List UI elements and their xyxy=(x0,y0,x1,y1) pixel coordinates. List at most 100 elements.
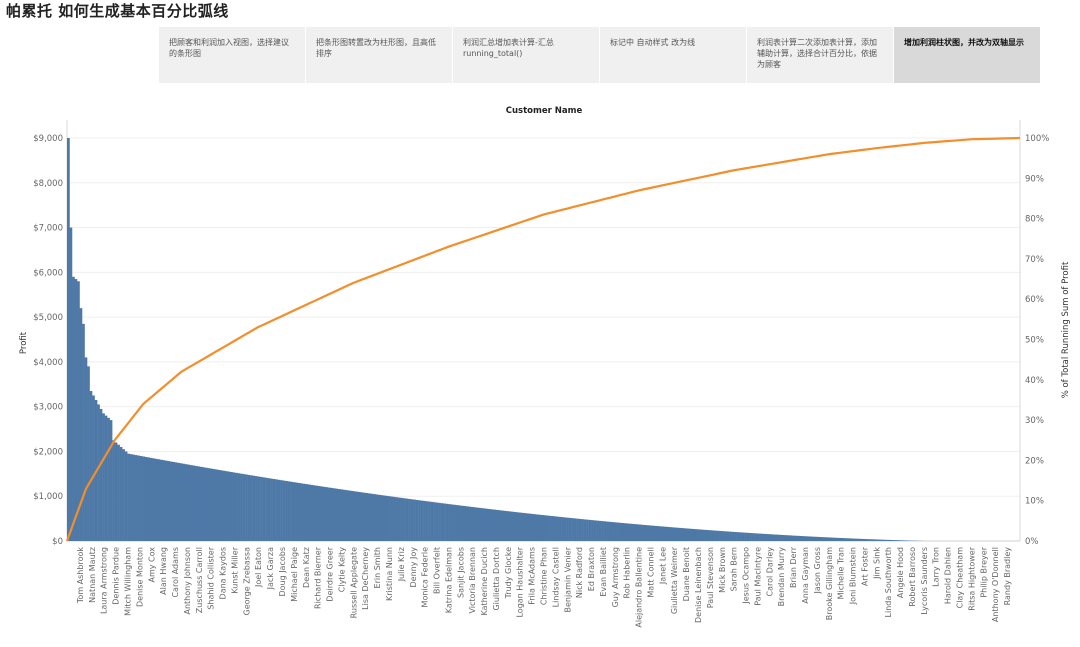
bar xyxy=(797,536,800,541)
x-category-label: Sanjit Jacobs xyxy=(456,547,465,598)
step-tab-5[interactable]: 利润表计算二次添加表计算，添加辅助计算，选择合计百分比，依据为顾客 xyxy=(747,27,893,83)
bar xyxy=(669,527,672,541)
x-category-label: Lisa DeCherney xyxy=(361,547,370,610)
x-category-label: Katrina Edelman xyxy=(444,547,453,613)
bar xyxy=(283,481,286,541)
x-category-label: Ed Braxton xyxy=(587,547,596,591)
bar xyxy=(812,537,815,541)
bar xyxy=(589,520,592,541)
bar xyxy=(902,540,905,541)
bar xyxy=(295,483,298,541)
bar xyxy=(491,509,494,541)
bar xyxy=(338,489,341,541)
bar xyxy=(70,228,73,541)
bar xyxy=(388,496,391,541)
x-category-label: Clay Cheatham xyxy=(956,547,965,609)
bar xyxy=(606,522,609,541)
bar xyxy=(207,468,210,541)
bar xyxy=(528,514,531,541)
bar xyxy=(694,529,697,541)
bar xyxy=(905,540,908,541)
bar xyxy=(681,528,684,541)
bar xyxy=(564,517,567,541)
x-category-label: Shahid Collister xyxy=(207,546,216,609)
x-category-label: Zuschuss Carroll xyxy=(195,547,204,613)
bar xyxy=(406,499,409,541)
bar xyxy=(205,468,208,541)
bar xyxy=(596,521,599,541)
bar xyxy=(493,510,496,541)
bar xyxy=(832,538,835,541)
bar xyxy=(782,535,785,541)
y-tick-right: 20% xyxy=(1025,456,1044,466)
bar xyxy=(714,531,717,541)
x-category-label: Doug Jacobs xyxy=(278,547,287,597)
bar xyxy=(885,540,888,541)
bar xyxy=(546,516,549,541)
bar xyxy=(461,506,464,541)
bar xyxy=(451,504,454,541)
y-tick-left: $8,000 xyxy=(33,179,63,189)
bar xyxy=(772,534,775,541)
step-tabs: 把顾客和利润加入视图，选择建议的条形图 把条形图转置改为柱形图，且高低排序 利润… xyxy=(159,27,1041,83)
bar xyxy=(418,500,421,541)
bar xyxy=(784,535,787,541)
bar xyxy=(684,528,687,541)
bar xyxy=(498,510,501,541)
x-category-label: Anthony Johnson xyxy=(183,547,192,615)
bar xyxy=(441,503,444,541)
step-tab-2[interactable]: 把条形图转置改为柱形图，且高低排序 xyxy=(306,27,452,83)
step-tab-6[interactable]: 增加利润柱状图，并改为双轴显示 xyxy=(894,27,1040,83)
x-category-label: Sarah Bern xyxy=(730,547,739,591)
bar xyxy=(544,515,547,541)
y-tick-right: 50% xyxy=(1025,336,1044,346)
bar xyxy=(689,529,692,541)
bar xyxy=(350,491,353,541)
bar xyxy=(536,514,539,541)
bar xyxy=(137,456,140,541)
bar xyxy=(827,537,830,541)
bar xyxy=(897,540,900,541)
bar xyxy=(759,534,762,541)
bar xyxy=(895,540,898,541)
bar xyxy=(852,539,855,541)
bar xyxy=(616,523,619,541)
bar xyxy=(857,539,860,541)
bar xyxy=(187,465,190,541)
bar xyxy=(77,281,80,541)
bar xyxy=(180,463,183,541)
bar xyxy=(217,470,220,541)
step-tab-4[interactable]: 标记中 自动样式 改为线 xyxy=(600,27,746,83)
bar xyxy=(72,277,75,541)
bar xyxy=(865,539,868,541)
bar xyxy=(679,528,682,541)
x-category-label: Natnan Mautz xyxy=(88,547,97,603)
bar xyxy=(859,539,862,541)
bar xyxy=(561,517,564,541)
x-category-label: Denise Monton xyxy=(135,547,144,607)
bar xyxy=(97,404,100,541)
x-category-label: Anthony O'Donnell xyxy=(991,547,1000,622)
x-category-label: Alan Hwang xyxy=(159,547,168,595)
bar xyxy=(872,539,875,541)
bar xyxy=(834,538,837,541)
step-tab-1[interactable]: 把顾客和利润加入视图，选择建议的条形图 xyxy=(159,27,305,83)
x-category-label: Monica Federle xyxy=(421,547,430,608)
bar xyxy=(463,506,466,541)
bar xyxy=(829,538,832,541)
x-category-label: Larry Tron xyxy=(932,547,941,587)
bar xyxy=(654,526,657,541)
bar xyxy=(110,420,113,541)
bar xyxy=(549,516,552,541)
bar xyxy=(659,526,662,541)
x-category-label: Dean Katz xyxy=(302,547,311,588)
x-category-label: Russell Applegate xyxy=(349,547,358,618)
bar xyxy=(854,539,857,541)
bar xyxy=(651,526,654,541)
y-tick-right: 0% xyxy=(1025,537,1039,547)
bar xyxy=(882,540,885,541)
bar xyxy=(328,488,331,541)
bar xyxy=(268,478,271,541)
step-tab-3[interactable]: 利润汇总增加表计算-汇总 running_total() xyxy=(453,27,599,83)
x-category-label: Ritsa Hightower xyxy=(967,546,976,610)
